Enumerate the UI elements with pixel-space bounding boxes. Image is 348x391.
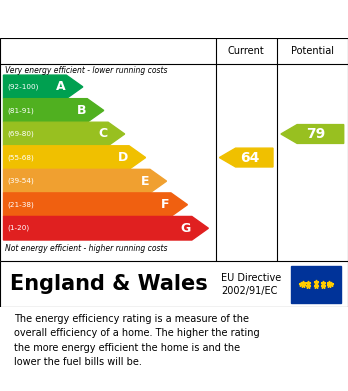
- Text: Current: Current: [228, 46, 264, 56]
- Text: (39-54): (39-54): [8, 178, 34, 185]
- Polygon shape: [3, 122, 125, 146]
- Text: A: A: [56, 81, 65, 93]
- Bar: [291, 266, 341, 303]
- Text: Very energy efficient - lower running costs: Very energy efficient - lower running co…: [5, 66, 168, 75]
- Polygon shape: [3, 193, 188, 217]
- Text: Energy Efficiency Rating: Energy Efficiency Rating: [10, 12, 232, 27]
- Text: (1-20): (1-20): [8, 225, 30, 231]
- Polygon shape: [3, 217, 208, 240]
- Text: The energy efficiency rating is a measure of the
overall efficiency of a home. T: The energy efficiency rating is a measur…: [14, 314, 260, 367]
- Text: B: B: [77, 104, 86, 117]
- Text: Potential: Potential: [291, 46, 334, 56]
- Polygon shape: [281, 125, 344, 143]
- Text: F: F: [161, 198, 170, 211]
- Text: C: C: [98, 127, 107, 140]
- Text: EU Directive
2002/91/EC: EU Directive 2002/91/EC: [221, 273, 281, 296]
- Text: (81-91): (81-91): [8, 107, 34, 114]
- Text: (92-100): (92-100): [8, 84, 39, 90]
- Polygon shape: [219, 148, 273, 167]
- Text: Not energy efficient - higher running costs: Not energy efficient - higher running co…: [5, 244, 168, 253]
- Text: (21-38): (21-38): [8, 201, 34, 208]
- Polygon shape: [3, 75, 83, 99]
- Text: E: E: [141, 175, 149, 188]
- Polygon shape: [3, 169, 167, 193]
- Text: England & Wales: England & Wales: [10, 274, 208, 294]
- Text: (55-68): (55-68): [8, 154, 34, 161]
- Text: (69-80): (69-80): [8, 131, 34, 137]
- Polygon shape: [3, 99, 104, 122]
- Text: 64: 64: [240, 151, 259, 165]
- Text: D: D: [118, 151, 128, 164]
- Text: G: G: [181, 222, 191, 235]
- Text: 79: 79: [306, 127, 325, 141]
- Polygon shape: [3, 146, 145, 169]
